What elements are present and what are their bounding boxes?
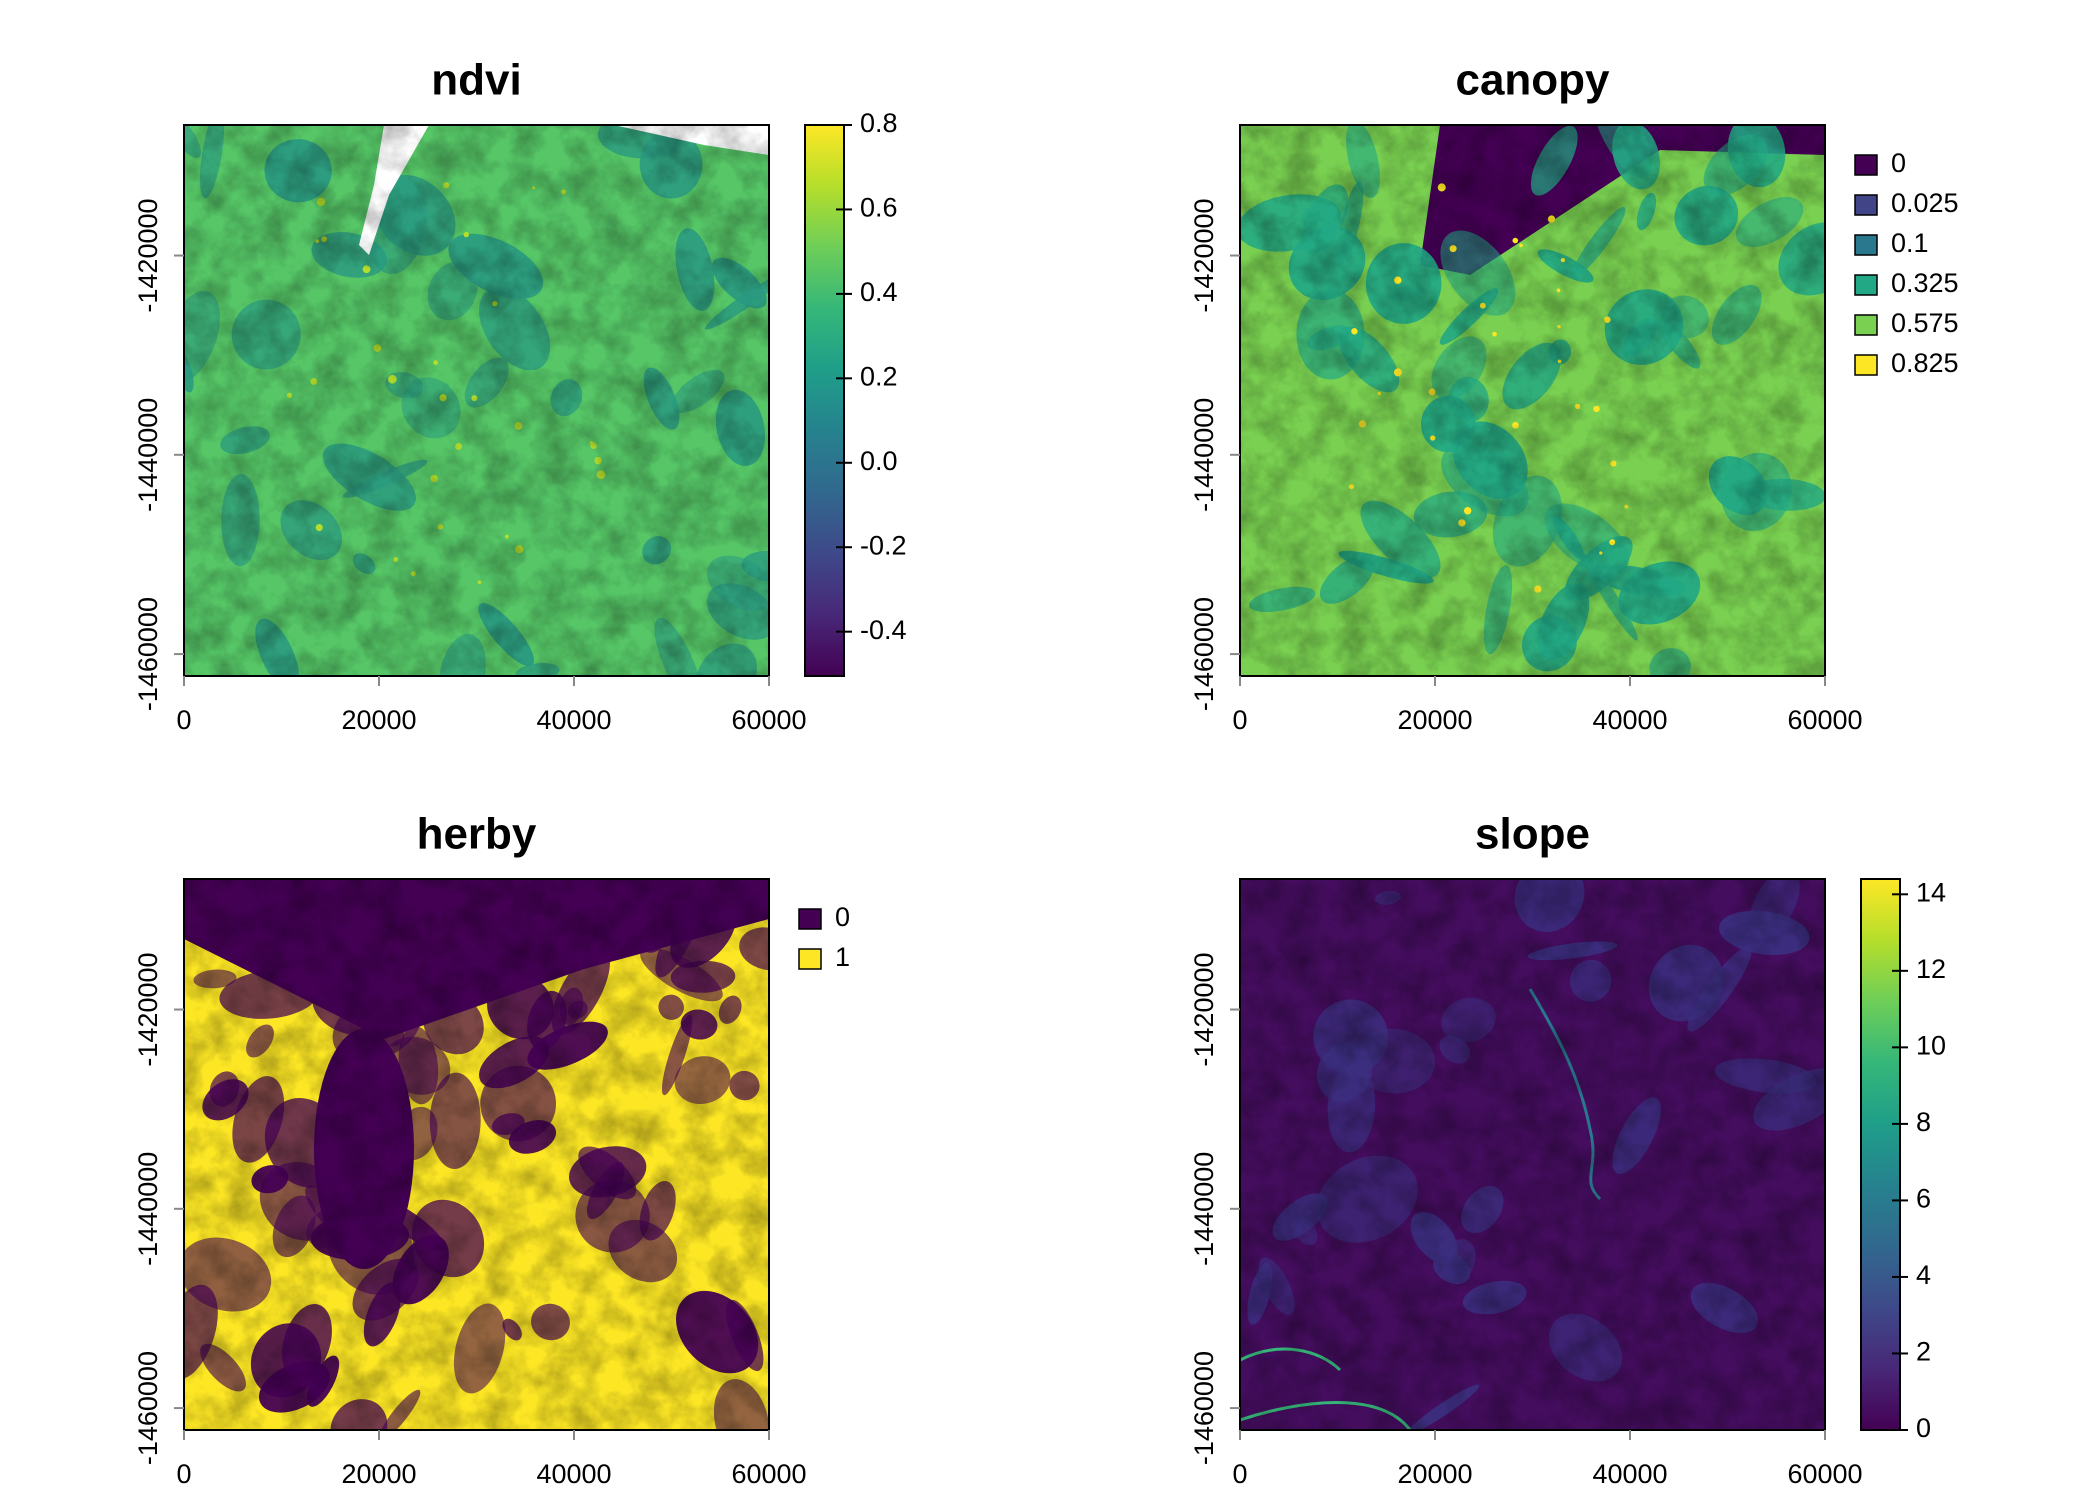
x-tick-label: 0 (176, 705, 191, 735)
panel-title: canopy (1455, 56, 1610, 105)
colorbar-label: 0.2 (860, 361, 898, 391)
x-tick-label: 20000 (341, 705, 416, 735)
legend-swatch (1854, 234, 1878, 256)
y-tick-label: -1420000 (133, 198, 163, 312)
x-tick-label: 40000 (1592, 705, 1667, 735)
x-tick-label: 40000 (536, 1459, 611, 1489)
legend-label: 0.575 (1891, 308, 1959, 338)
y-tick-label: -1420000 (1189, 952, 1219, 1066)
colorbar-label: 2 (1916, 1337, 1931, 1367)
x-tick-label: 0 (176, 1459, 191, 1489)
plot-frame (1239, 124, 1826, 677)
colorbar-label: 10 (1916, 1030, 1946, 1060)
colorbar-label: -0.4 (860, 615, 907, 645)
legend-swatch (798, 948, 822, 970)
plot-frame (1239, 878, 1826, 1431)
y-tick-label: -1460000 (133, 1351, 163, 1465)
colorbar-label: 12 (1916, 954, 1946, 984)
colorbar-label: 0.8 (860, 108, 898, 138)
panel: canopy 0 20000 40000 60000 -1460000 -1440000 -1… (1189, 56, 1958, 736)
colorbar-label: 4 (1916, 1260, 1931, 1290)
y-tick-label: -1460000 (1189, 597, 1219, 711)
raster-texture (184, 125, 769, 676)
panel: slope 0 20000 40000 60000 -1460000 -1440000 -14… (1189, 810, 1946, 1490)
y-tick-label: -1440000 (1189, 1152, 1219, 1266)
x-tick-label: 0 (1232, 1459, 1247, 1489)
y-tick-label: -1420000 (133, 952, 163, 1066)
colorbar-label: 8 (1916, 1107, 1931, 1137)
colorbar (804, 124, 845, 677)
y-tick-label: -1440000 (1189, 398, 1219, 512)
raster-texture (1240, 879, 1825, 1430)
legend-label: 0.325 (1891, 268, 1959, 298)
colorbar-label: 0.6 (860, 193, 898, 223)
colorbar-label: 0.0 (860, 446, 898, 476)
colorbar-label: 6 (1916, 1184, 1931, 1214)
raster (184, 879, 769, 1430)
legend-label: 1 (835, 942, 850, 972)
legend-swatch (1854, 274, 1878, 296)
colorbar (1860, 878, 1901, 1431)
panel: ndvi 0 20000 40000 60000 -1460000 -1440000 -142… (133, 56, 906, 736)
legend-swatch (1854, 354, 1878, 376)
raster (1240, 125, 1825, 676)
raster-texture (184, 879, 769, 1430)
x-tick-label: 60000 (1787, 705, 1862, 735)
x-tick-label: 20000 (1397, 1459, 1472, 1489)
x-tick-label: 60000 (731, 1459, 806, 1489)
y-tick-label: -1440000 (133, 1152, 163, 1266)
legend-label: 0.825 (1891, 348, 1959, 378)
legend-label: 0 (1891, 148, 1906, 178)
panel: herby 0 20000 40000 60000 -1460000 -1440000 -14… (133, 810, 850, 1490)
y-tick-label: -1420000 (1189, 198, 1219, 312)
x-tick-label: 40000 (536, 705, 611, 735)
x-tick-label: 0 (1232, 705, 1247, 735)
legend-swatch (1854, 154, 1878, 176)
raster (1240, 879, 1825, 1430)
x-tick-label: 60000 (1787, 1459, 1862, 1489)
panel-title: herby (417, 810, 537, 859)
raster (184, 125, 769, 676)
legend-swatch (798, 908, 822, 930)
legend-label: 0.025 (1891, 188, 1959, 218)
colorbar-label: 14 (1916, 877, 1946, 907)
y-tick-label: -1460000 (1189, 1351, 1219, 1465)
x-tick-label: 60000 (731, 705, 806, 735)
colorbar-label: 0.4 (860, 277, 898, 307)
plot-frame (183, 878, 770, 1431)
panel-title: slope (1475, 810, 1590, 859)
y-tick-label: -1460000 (133, 597, 163, 711)
x-tick-label: 40000 (1592, 1459, 1667, 1489)
plot-frame (183, 124, 770, 677)
y-tick-label: -1440000 (133, 398, 163, 512)
panel-title: ndvi (431, 56, 521, 105)
legend-swatch (1854, 314, 1878, 336)
legend-swatch (1854, 194, 1878, 216)
legend-label: 0 (835, 902, 850, 932)
colorbar-label: 0 (1916, 1413, 1931, 1443)
colorbar-label: -0.2 (860, 530, 907, 560)
x-tick-label: 20000 (341, 1459, 416, 1489)
raster-texture (1240, 125, 1825, 676)
x-tick-label: 20000 (1397, 705, 1472, 735)
legend-label: 0.1 (1891, 228, 1929, 258)
